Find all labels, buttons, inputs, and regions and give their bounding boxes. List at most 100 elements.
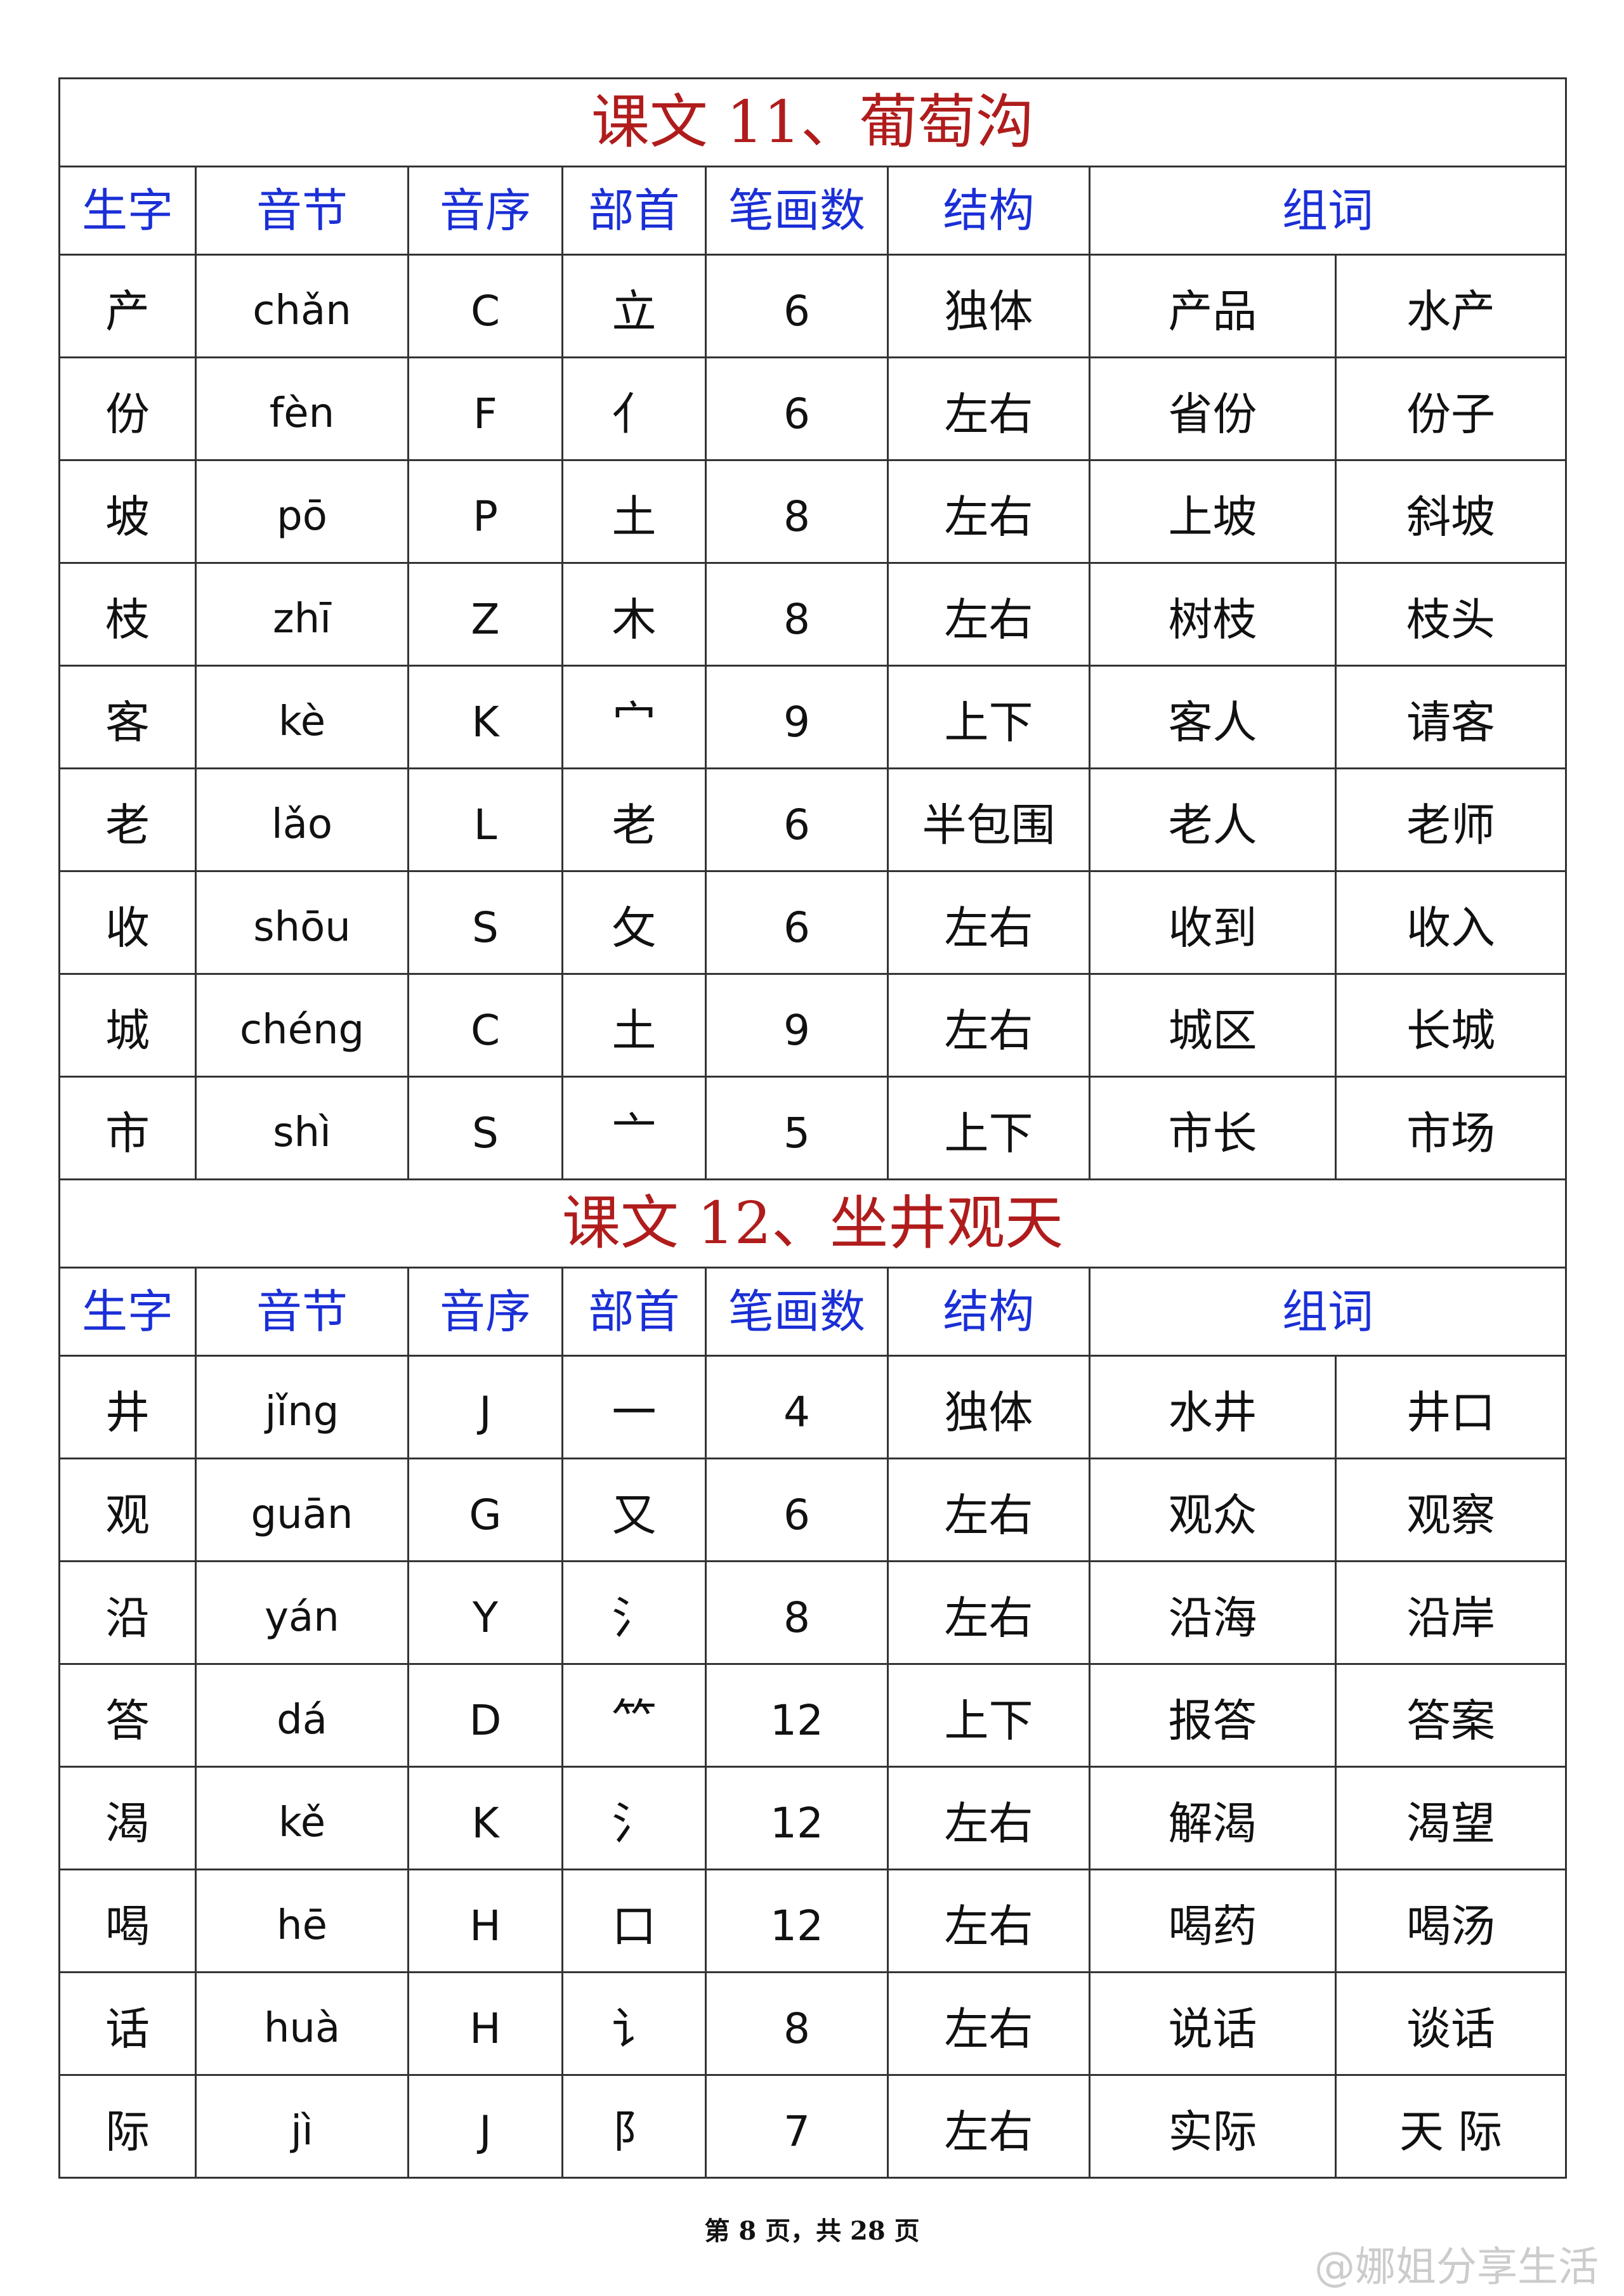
stroke-count: 6 [705,356,889,461]
table-body: 课文 11、葡萄沟 生字 音节 音序 部首 笔画数 结构 组词产 chǎn C 立 6 独体 产品 水产份 f… [58,77,1568,2179]
word-2: 观察 [1334,1458,1568,1562]
word-2: 谈话 [1334,1971,1568,2076]
stroke-count: 8 [705,1971,889,2076]
word-1: 沿海 [1089,1560,1337,1665]
vocabulary-table: 课文 11、葡萄沟 生字 音节 音序 部首 笔画数 结构 组词产 chǎn C 立 6 独体 产品 水产份 f… [58,77,1568,2179]
word-2: 喝汤 [1334,1869,1568,1973]
word-2: 斜坡 [1334,459,1568,564]
header-row: 生字 音节 音序 部首 笔画数 结构 组词 [58,1267,1568,1357]
header-row: 生字 音节 音序 部首 笔画数 结构 组词 [58,166,1568,256]
character: 城 [58,973,197,1078]
page-footer: 第 8 页，共 28 页 [704,2216,920,2246]
word-2: 井口 [1334,1355,1568,1459]
word-2: 天 际 [1334,2074,1568,2179]
header-pinyin: 音节 [195,166,409,256]
vocabulary-sheet: 课文 11、葡萄沟 生字 音节 音序 部首 笔画数 结构 组词产 chǎn C 立 6 独体 产品 水产份 f… [58,77,1568,2179]
section-title: 课文 11、葡萄沟 [58,77,1568,167]
initial-letter: J [407,1355,563,1459]
radical: 土 [561,973,707,1078]
pinyin: lǎo [195,767,409,872]
word-2: 市场 [1334,1076,1568,1180]
section-title: 课文 12、坐井观天 [58,1178,1568,1269]
pinyin: jì [195,2074,409,2179]
word-1: 水井 [1089,1355,1337,1459]
structure: 左右 [887,1560,1090,1665]
initial-letter: F [407,356,563,461]
word-2: 老师 [1334,767,1568,872]
radical: 土 [561,459,707,564]
initial-letter: D [407,1663,563,1768]
structure: 左右 [887,1869,1090,1973]
pinyin: shōu [195,870,409,975]
header-structure: 结构 [887,166,1090,256]
word-1: 喝药 [1089,1869,1337,1973]
character: 话 [58,1971,197,2076]
table-row: 产 chǎn C 立 6 独体 产品 水产 [58,254,1568,358]
word-1: 上坡 [1089,459,1337,564]
header-initial: 音序 [407,166,563,256]
table-row: 老 lǎo L 老 6 半包围 老人 老师 [58,767,1568,872]
header-strokes: 笔画数 [705,166,889,256]
stroke-count: 12 [705,1663,889,1768]
radical: 宀 [561,665,707,769]
radical: 氵 [561,1560,707,1665]
table-row: 沿 yán Y 氵 8 左右 沿海 沿岸 [58,1560,1568,1665]
radical: 亻 [561,356,707,461]
word-1: 产品 [1089,254,1337,358]
character: 渴 [58,1766,197,1870]
initial-letter: P [407,459,563,564]
initial-letter: Z [407,562,563,667]
watermark: @娜姐分享生活 [1314,2244,1599,2291]
stroke-count: 7 [705,2074,889,2179]
structure: 上下 [887,665,1090,769]
word-2: 渴望 [1334,1766,1568,1870]
table-row: 渴 kě K 氵 12 左右 解渴 渴望 [58,1766,1568,1870]
structure: 上下 [887,1076,1090,1180]
section-title-row: 课文 11、葡萄沟 [58,77,1568,167]
character: 客 [58,665,197,769]
character: 市 [58,1076,197,1180]
word-2: 长城 [1334,973,1568,1078]
header-character: 生字 [58,166,197,256]
pinyin: kè [195,665,409,769]
stroke-count: 9 [705,665,889,769]
structure: 左右 [887,1458,1090,1562]
stroke-count: 9 [705,973,889,1078]
pinyin: pō [195,459,409,564]
stroke-count: 8 [705,1560,889,1665]
pinyin: jǐng [195,1355,409,1459]
word-1: 市长 [1089,1076,1337,1180]
structure: 左右 [887,2074,1090,2179]
radical: 攵 [561,870,707,975]
header-words: 组词 [1088,166,1568,256]
initial-letter: C [407,254,563,358]
stroke-count: 6 [705,767,889,872]
word-2: 收入 [1334,870,1568,975]
character: 沿 [58,1560,197,1665]
word-2: 沿岸 [1334,1560,1568,1665]
initial-letter: S [407,1076,563,1180]
word-2: 答案 [1334,1663,1568,1768]
stroke-count: 12 [705,1869,889,1973]
character: 枝 [58,562,197,667]
character: 老 [58,767,197,872]
initial-letter: J [407,2074,563,2179]
header-character: 生字 [58,1267,197,1357]
word-1: 实际 [1089,2074,1337,2179]
structure: 半包围 [887,767,1090,872]
structure: 左右 [887,973,1090,1078]
pinyin: huà [195,1971,409,2076]
initial-letter: K [407,665,563,769]
initial-letter: C [407,973,563,1078]
structure: 上下 [887,1663,1090,1768]
radical: 一 [561,1355,707,1459]
initial-letter: S [407,870,563,975]
word-1: 老人 [1089,767,1337,872]
table-row: 观 guān G 又 6 左右 观众 观察 [58,1458,1568,1562]
structure: 左右 [887,1971,1090,2076]
radical: 口 [561,1869,707,1973]
word-2: 水产 [1334,254,1568,358]
header-pinyin: 音节 [195,1267,409,1357]
radical: ⺮ [561,1663,707,1768]
initial-letter: K [407,1766,563,1870]
